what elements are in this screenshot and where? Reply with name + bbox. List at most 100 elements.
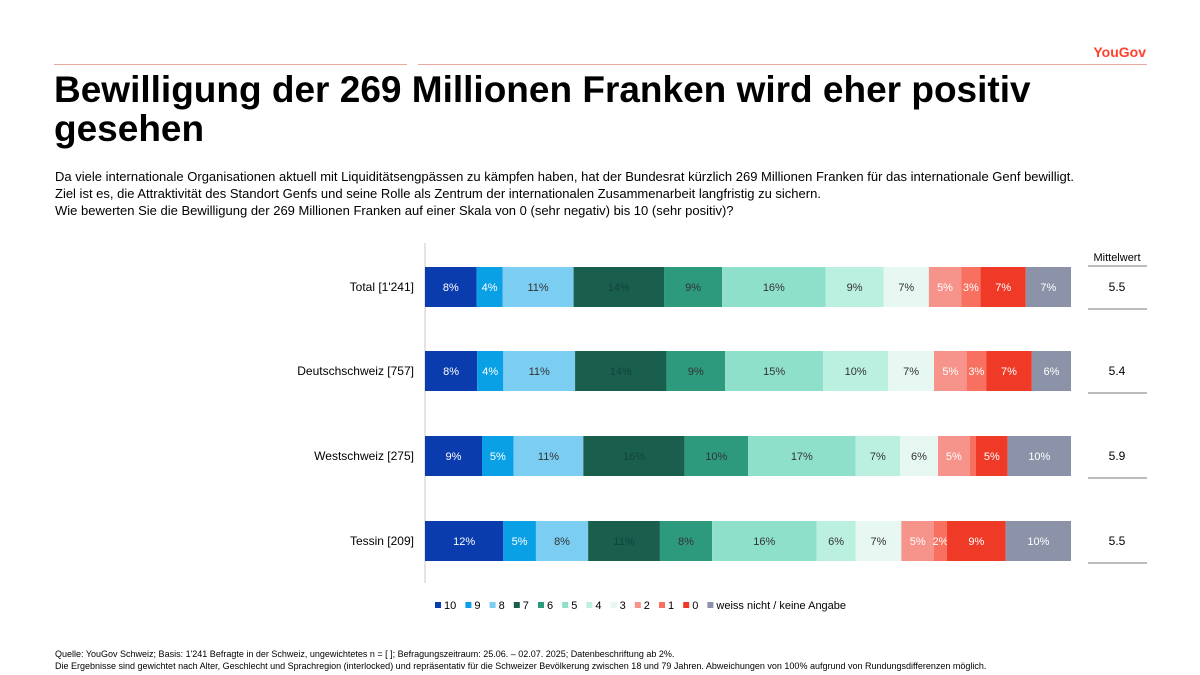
bar-segment <box>503 351 576 391</box>
bar-segment <box>933 521 948 561</box>
data-label: 3% <box>963 282 979 294</box>
bar-segment <box>855 521 902 561</box>
intro-line: Ziel ist es, die Attraktivität des Stand… <box>55 186 821 201</box>
bar-segment <box>513 436 584 476</box>
bar-segment <box>1025 267 1071 307</box>
data-label: 5% <box>984 451 1000 463</box>
bar-segment <box>933 351 967 391</box>
category-label: Deutschschweiz [757] <box>297 364 414 378</box>
bar-segment <box>816 521 856 561</box>
legend-swatch <box>435 602 441 608</box>
data-label: 7% <box>1001 366 1017 378</box>
data-label: 9% <box>688 366 704 378</box>
bar-segment <box>583 436 685 476</box>
legend-swatch <box>538 602 544 608</box>
data-label: 14% <box>608 282 630 294</box>
stacked-bar-chart: Total [1'241] 8% 4% 11% 14% 9% 16% 9% 7% 5% 3% 7% 7%… <box>297 243 1147 612</box>
header-rule-left <box>54 64 407 65</box>
bar-segment <box>980 267 1026 307</box>
data-label: 5% <box>512 536 528 548</box>
bar-segment <box>928 267 962 307</box>
header-rule-right <box>418 64 1147 65</box>
bar-segment <box>986 351 1032 391</box>
bar-segment <box>1031 351 1071 391</box>
intro-line: Da viele internationale Organisationen a… <box>55 169 1074 184</box>
data-label: 11% <box>538 451 559 463</box>
data-label: 7% <box>1040 282 1056 294</box>
bar-segment <box>425 267 477 307</box>
bar-segment <box>588 521 660 561</box>
data-label: 9% <box>446 451 462 463</box>
legend-swatch <box>683 602 690 608</box>
legend-label: 9 <box>474 600 480 612</box>
data-label: 6% <box>911 451 927 463</box>
bar-segment <box>938 436 970 476</box>
legend-label: 6 <box>547 600 553 612</box>
bar-segment <box>961 267 981 307</box>
mean-value: 5.4 <box>1109 364 1126 378</box>
legend-label: 5 <box>571 600 577 612</box>
bar-segment <box>823 351 889 391</box>
footnote-weighting: Die Ergebnisse sind gewichtet nach Alter… <box>55 661 987 671</box>
bar-segment <box>502 267 574 307</box>
legend-swatch <box>634 602 641 608</box>
data-label: 6% <box>828 536 844 548</box>
bar-segment <box>575 351 667 391</box>
data-label: 7% <box>995 282 1011 294</box>
bar-segment <box>482 436 514 476</box>
bar-segment <box>883 267 929 307</box>
data-label: 7% <box>898 282 914 294</box>
data-label: 10% <box>705 451 727 463</box>
data-label: 9% <box>968 536 984 548</box>
legend-label: weiss nicht / keine Angabe <box>715 600 846 612</box>
data-label: 8% <box>443 366 459 378</box>
bar-segment <box>825 267 884 307</box>
footnote: Quelle: YouGov Schweiz; Basis: 1'241 Bef… <box>55 648 1165 672</box>
bar-segment <box>725 351 824 391</box>
bar-segment <box>664 267 723 307</box>
data-label: 5% <box>942 366 958 378</box>
bar-segment <box>855 436 900 476</box>
data-label: 7% <box>870 451 886 463</box>
legend-swatch <box>586 602 593 608</box>
mean-value: 5.9 <box>1109 449 1126 463</box>
data-label: 5% <box>937 282 953 294</box>
data-label: 17% <box>791 451 813 463</box>
footnote-source: Quelle: YouGov Schweiz; Basis: 1'241 Bef… <box>55 649 675 659</box>
data-label: 12% <box>453 536 475 548</box>
bar-segment <box>659 521 713 561</box>
legend-label: 8 <box>499 600 505 612</box>
legend-swatch <box>610 602 617 608</box>
bar-segment <box>684 436 748 476</box>
bar-segment <box>969 436 976 476</box>
data-label: 3% <box>968 366 984 378</box>
data-label: 10% <box>1028 451 1050 463</box>
data-label: 5% <box>490 451 506 463</box>
data-label: 5% <box>910 536 926 548</box>
legend-label: 1 <box>668 600 674 612</box>
data-label: 6% <box>1043 366 1059 378</box>
data-label: 9% <box>847 282 863 294</box>
category-label: Westschweiz [275] <box>314 449 414 463</box>
bar-segment <box>947 521 1006 561</box>
bar-segment <box>976 436 1008 476</box>
data-label: 5% <box>946 451 962 463</box>
legend-swatch <box>659 602 665 608</box>
bar-segment <box>1007 436 1071 476</box>
data-label: 8% <box>554 536 570 548</box>
data-label: 7% <box>903 366 919 378</box>
legend-swatch <box>513 602 520 608</box>
mean-value: 5.5 <box>1109 280 1126 294</box>
bar-segment <box>425 436 482 476</box>
data-label: 16% <box>623 451 645 463</box>
bar-segment <box>748 436 856 476</box>
mean-header: Mittelwert <box>1093 252 1140 264</box>
category-label: Tessin [209] <box>350 534 414 548</box>
data-label: 4% <box>482 366 498 378</box>
legend-label: 3 <box>620 600 626 612</box>
bar-segment <box>503 521 536 561</box>
legend-label: 10 <box>444 600 456 612</box>
page-title: Bewilligung der 269 Millionen Franken wi… <box>54 69 1031 149</box>
legend-swatch <box>707 602 714 608</box>
legend-label: 0 <box>692 600 698 612</box>
